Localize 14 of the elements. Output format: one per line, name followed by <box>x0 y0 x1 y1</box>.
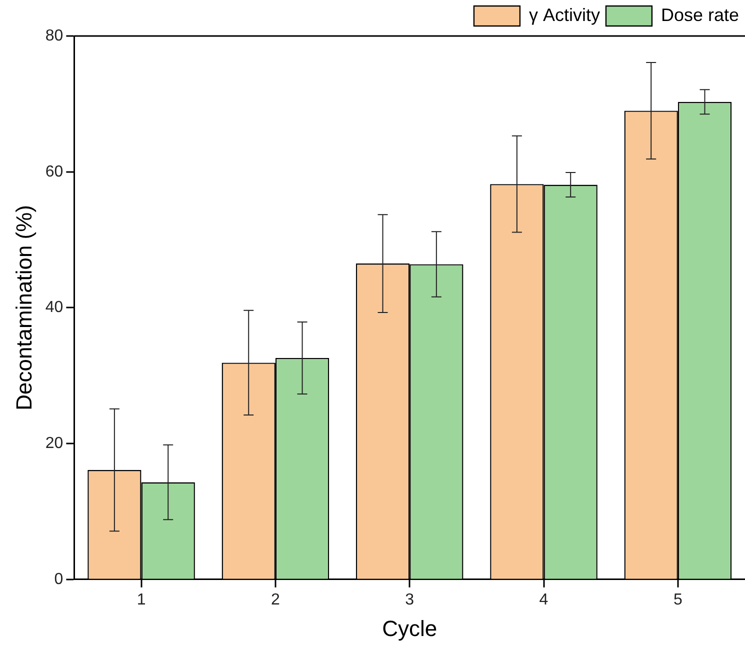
y-axis-title: Decontamination (%) <box>11 204 36 410</box>
legend-label: γ Activity <box>528 4 600 25</box>
x-tick-label: 1 <box>136 591 146 608</box>
y-tick-label: 60 <box>45 163 64 180</box>
legend-label: Dose rate <box>660 4 740 25</box>
x-tick-label: 5 <box>673 591 682 608</box>
y-tick-label: 0 <box>54 570 64 588</box>
y-tick-label: 80 <box>45 27 64 44</box>
x-tick-label: 3 <box>405 591 414 608</box>
y-tick-label: 20 <box>45 434 64 452</box>
x-tick-label: 4 <box>539 591 548 608</box>
y-tick-label: 40 <box>45 299 64 316</box>
x-tick-label: 2 <box>270 591 280 608</box>
x-axis-title: Cycle <box>382 616 438 641</box>
